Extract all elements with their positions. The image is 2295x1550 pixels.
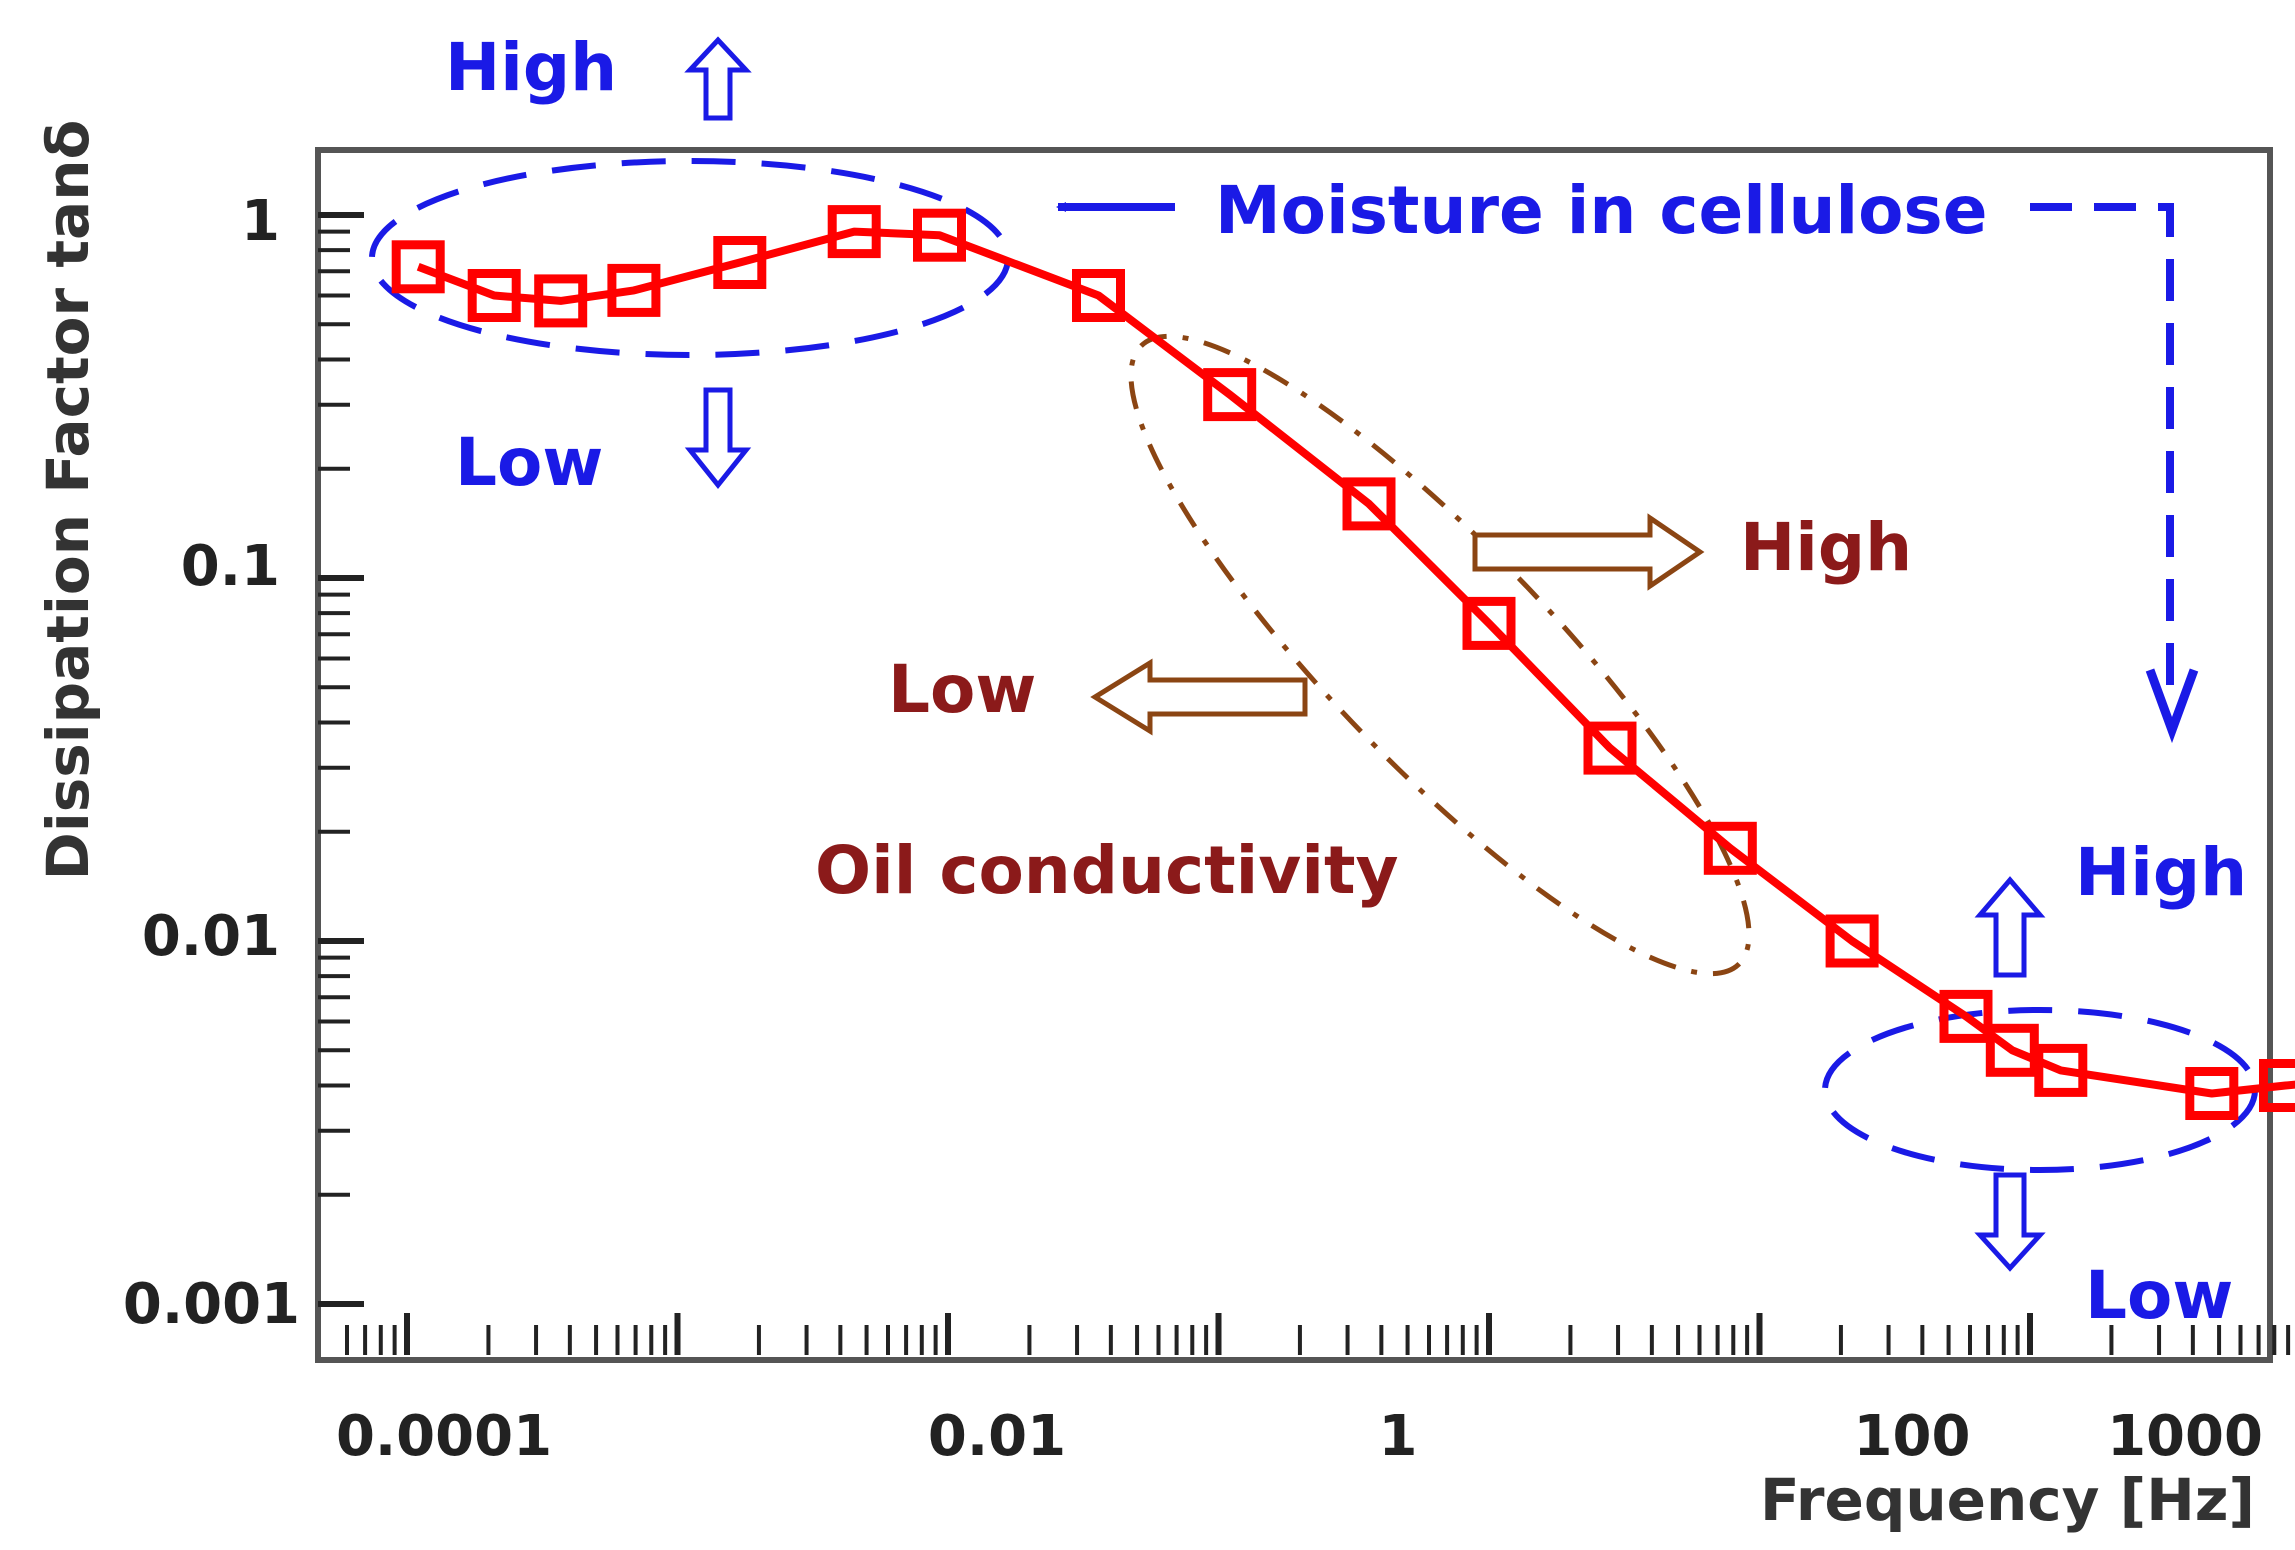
data-point — [1072, 269, 1125, 322]
oil-low-label: Low — [888, 651, 1036, 728]
moisture-high-label: High — [445, 29, 617, 106]
data-point — [713, 236, 767, 289]
data-point — [1342, 477, 1396, 531]
data-point — [1825, 914, 1879, 968]
moisture-down-arrow-icon — [684, 387, 752, 490]
plot-area — [315, 147, 2273, 1363]
data-point — [1462, 596, 1516, 650]
y-minor-ticks — [318, 212, 364, 1307]
x-tick-label: 100 — [1854, 1404, 1971, 1469]
x-tick-labels: 0.0001 0.01 1 100 1000 — [336, 1404, 2263, 1469]
x-axis-title: Frequency [Hz] — [1760, 1466, 2255, 1534]
data-point — [2259, 1059, 2295, 1112]
moisture-dashed-connector — [2030, 203, 2174, 690]
data-point — [391, 240, 445, 294]
oil-annotation: High Low Oil conductivity — [815, 333, 1912, 977]
data-point — [1203, 368, 1257, 422]
x-tick-label: 1 — [1379, 1404, 1418, 1469]
x-tick-label: 0.01 — [928, 1404, 1066, 1469]
oil-conductivity-label: Oil conductivity — [815, 832, 1399, 909]
x-tick-label: 1000 — [2107, 1404, 2263, 1469]
data-point — [607, 263, 661, 317]
hf-up-arrow-icon — [1974, 876, 2046, 978]
x-tick-label: 0.0001 — [336, 1404, 552, 1469]
moisture-connector-arrowhead-icon — [2145, 668, 2199, 744]
x-minor-ticks — [344, 1313, 2291, 1355]
data-point — [1703, 821, 1757, 875]
moisture-low-label: Low — [455, 424, 603, 501]
y-tick-labels: 1 0.1 0.01 0.001 — [123, 189, 300, 1337]
data-point — [534, 274, 588, 328]
oil-high-label: High — [1740, 509, 1912, 586]
moisture-up-arrow-icon — [684, 36, 752, 121]
hf-low-label: Low — [2085, 1257, 2233, 1334]
series-layer — [391, 205, 2295, 1120]
data-point — [1939, 989, 1993, 1043]
y-tick-label: 0.001 — [123, 1272, 300, 1337]
hf-down-arrow-icon — [1974, 1172, 2046, 1272]
y-tick-label: 0.01 — [142, 904, 280, 969]
oil-right-arrow-icon — [1472, 513, 1705, 591]
data-point — [2034, 1043, 2088, 1097]
y-tick-label: 0.1 — [181, 534, 280, 599]
hf-high-label: High — [2075, 834, 2247, 911]
data-point — [827, 205, 881, 259]
y-axis-title: Dissipation Factor tanδ — [34, 120, 102, 881]
data-point — [913, 208, 966, 262]
oil-left-arrow-icon — [1090, 658, 1308, 736]
y-tick-label: 1 — [241, 189, 280, 254]
oil-ellipse — [1128, 333, 1752, 977]
data-point — [467, 269, 521, 322]
data-point — [1583, 721, 1637, 775]
data-point — [2185, 1067, 2239, 1120]
moisture-in-cellulose-label: Moisture in cellulose — [1215, 172, 1987, 249]
